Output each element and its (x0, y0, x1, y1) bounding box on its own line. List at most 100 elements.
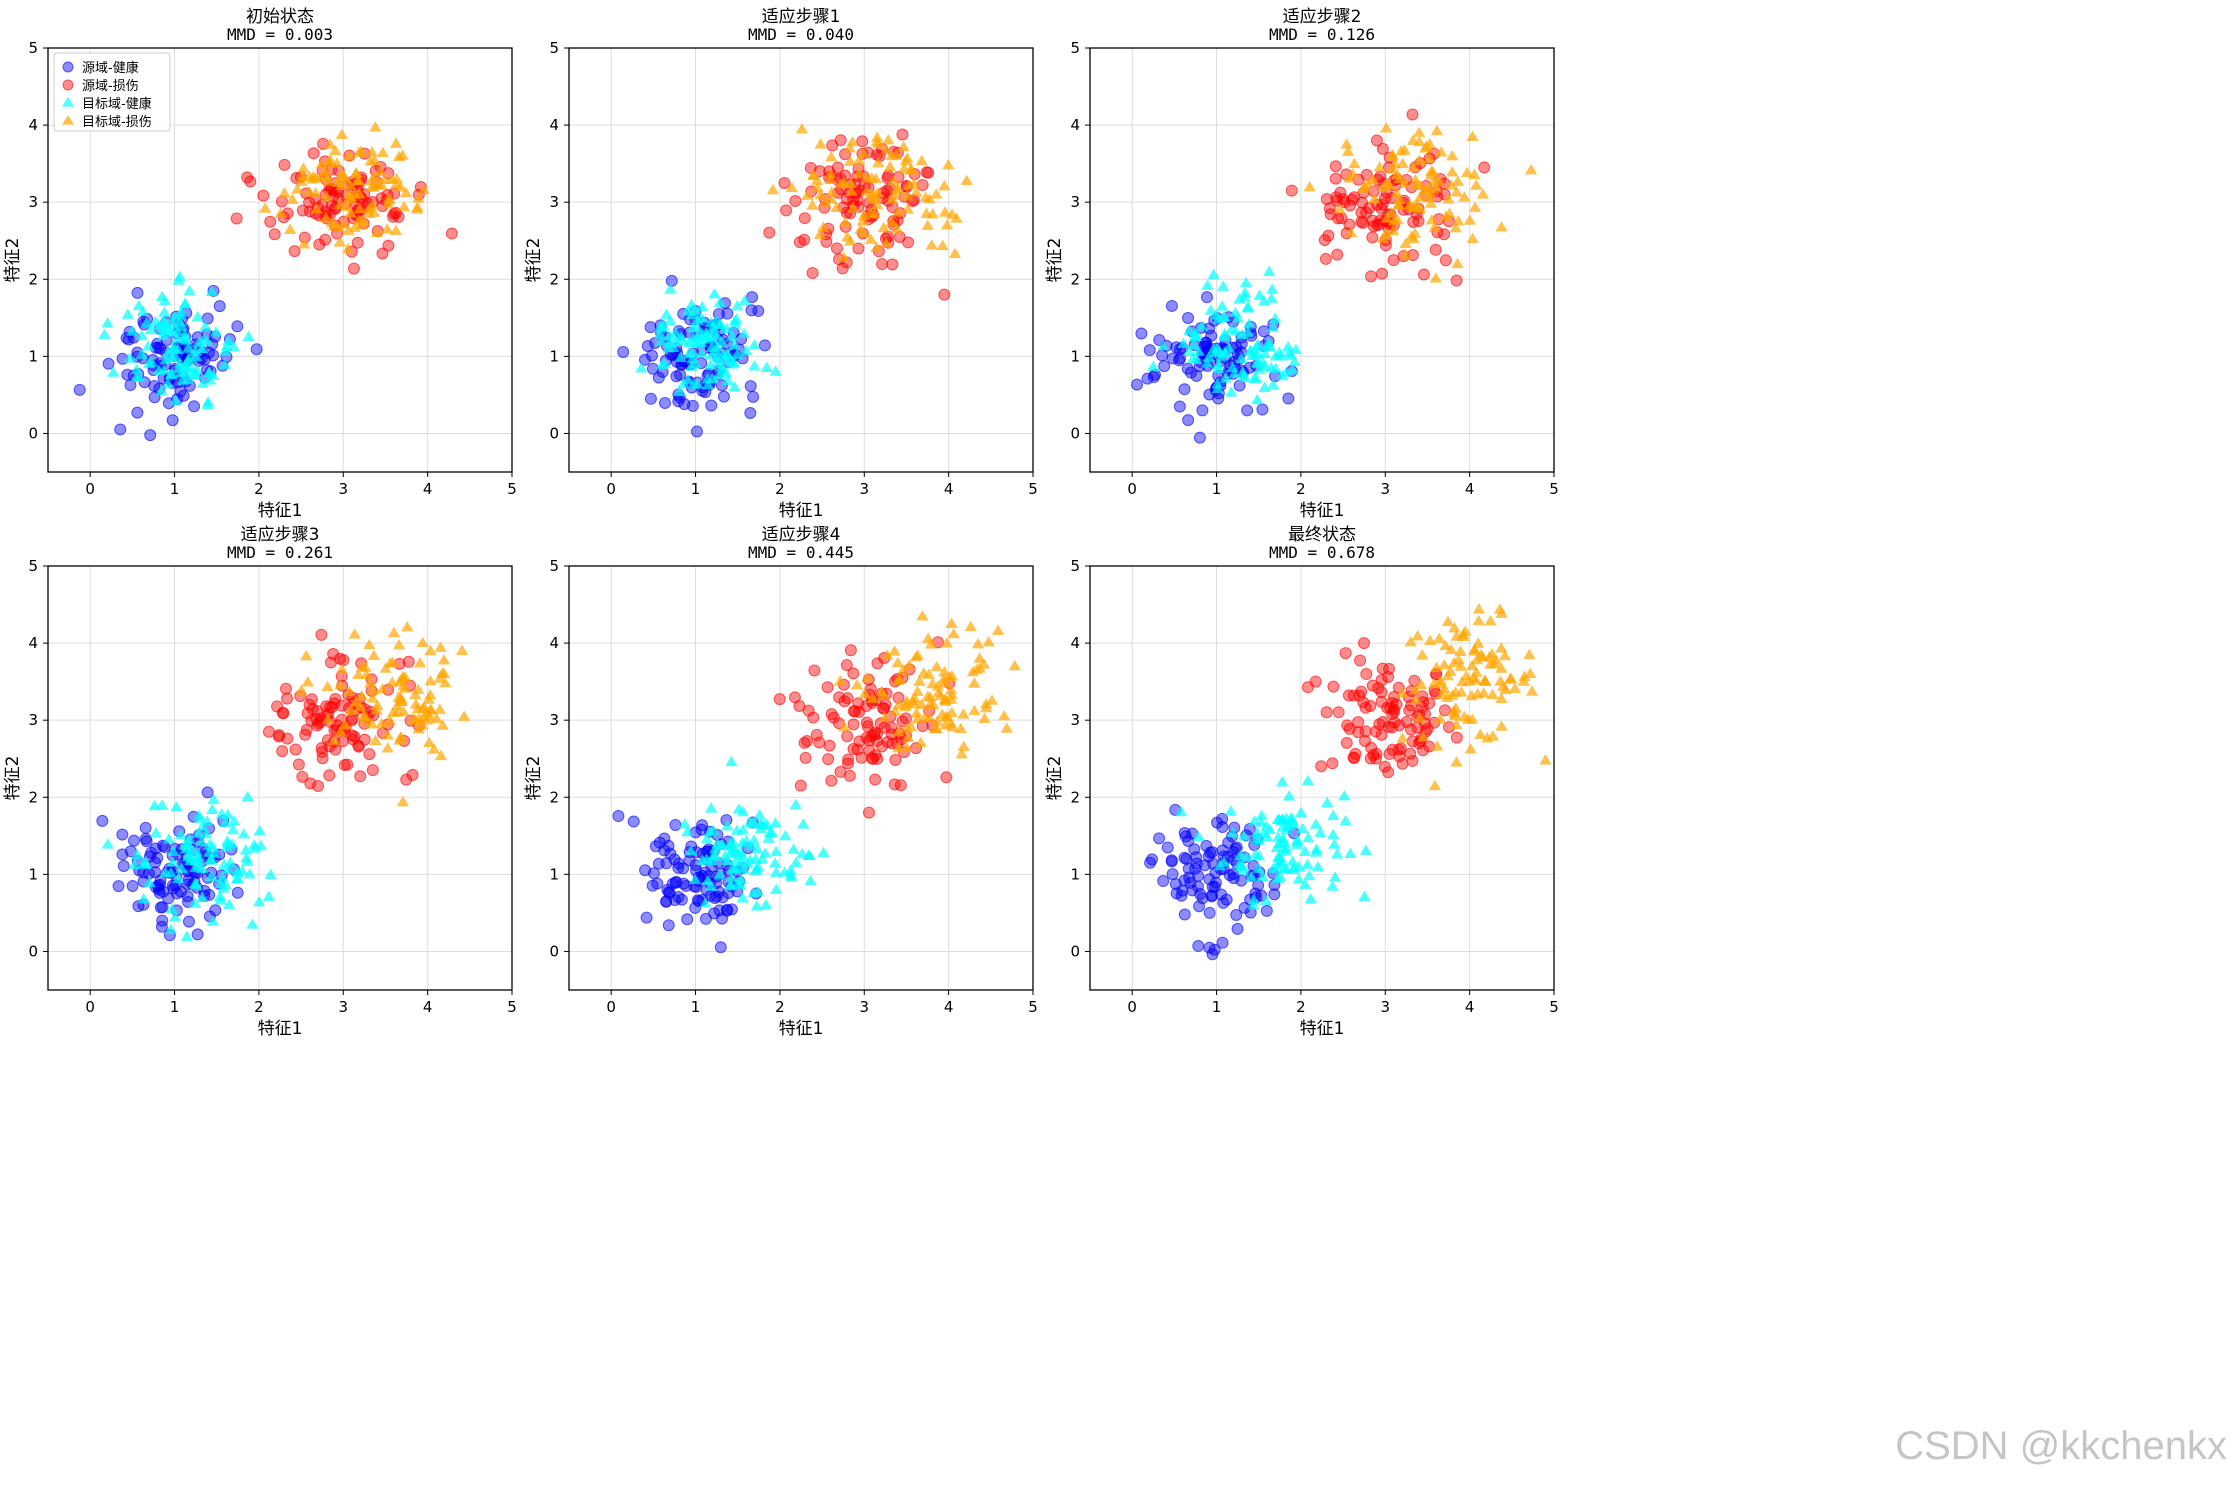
point-目标域-损伤 (853, 167, 866, 178)
subplot-subtitle: MMD = 0.678 (1269, 543, 1375, 562)
point-源域-健康 (668, 893, 681, 906)
point-目标域-健康 (175, 862, 188, 873)
point-源域-损伤 (1347, 689, 1360, 702)
x-tick-label: 5 (1028, 998, 1038, 1016)
point-目标域-健康 (182, 352, 196, 363)
y-tick-label: 1 (1070, 347, 1080, 365)
point-目标域-损伤 (1429, 272, 1442, 283)
y-axis-label: 特征2 (524, 756, 544, 801)
point-目标域-健康 (1309, 818, 1323, 829)
point-目标域-损伤 (300, 649, 313, 661)
point-目标域-损伤 (1498, 649, 1512, 661)
point-目标域-损伤 (1428, 779, 1442, 791)
point-目标域-健康 (1202, 351, 1215, 362)
point-目标域-损伤 (883, 160, 897, 172)
point-源域-损伤 (1376, 267, 1389, 280)
point-源域-健康 (747, 390, 760, 403)
point-目标域-健康 (168, 911, 182, 922)
point-源域-损伤 (847, 718, 860, 731)
point-目标域-健康 (1282, 790, 1296, 801)
point-目标域-健康 (706, 372, 719, 384)
point-目标域-健康 (158, 364, 171, 375)
point-目标域-健康 (1192, 345, 1205, 356)
point-目标域-损伤 (393, 734, 406, 745)
point-目标域-损伤 (1341, 145, 1355, 156)
point-源域-损伤 (896, 128, 909, 141)
point-目标域-损伤 (1495, 720, 1508, 731)
point-目标域-损伤 (319, 212, 333, 223)
point-目标域-健康 (107, 366, 120, 377)
point-目标域-健康 (737, 327, 751, 338)
point-源域-损伤 (869, 773, 882, 786)
point-目标域-损伤 (355, 145, 368, 156)
point-源域-健康 (1178, 383, 1191, 396)
subplot-title: 适应步骤1 (762, 7, 841, 27)
point-目标域-健康 (165, 903, 179, 914)
point-目标域-健康 (1281, 340, 1295, 352)
point-源域-健康 (1260, 904, 1273, 917)
point-源域-损伤 (841, 757, 854, 770)
point-目标域-损伤 (366, 684, 379, 695)
point-目标域-损伤 (911, 685, 924, 696)
point-目标域-损伤 (411, 201, 424, 212)
point-目标域-损伤 (1396, 157, 1409, 169)
plot-frame (1089, 565, 1555, 991)
point-目标域-损伤 (1495, 607, 1508, 618)
point-源域-损伤 (347, 262, 360, 275)
point-目标域-损伤 (1525, 685, 1539, 696)
point-源域-健康 (1182, 311, 1195, 324)
y-tick-label: 2 (1070, 270, 1080, 288)
point-源域-损伤 (277, 707, 290, 720)
point-目标域-损伤 (858, 687, 871, 699)
subplot-title: 最终状态 (1288, 525, 1356, 545)
point-源域-损伤 (834, 134, 847, 147)
point-目标域-损伤 (310, 203, 323, 214)
point-目标域-健康 (144, 323, 158, 335)
point-目标域-损伤 (1449, 221, 1462, 233)
point-目标域-损伤 (814, 188, 827, 200)
point-目标域-健康 (738, 294, 751, 305)
point-目标域-损伤 (376, 682, 389, 694)
point-目标域-损伤 (1518, 670, 1531, 682)
point-目标域-损伤 (1441, 691, 1454, 703)
point-源域-健康 (1135, 327, 1148, 340)
point-源域-健康 (660, 895, 673, 908)
point-源域-健康 (154, 878, 167, 891)
point-目标域-损伤 (1468, 643, 1481, 654)
point-源域-损伤 (847, 743, 860, 756)
point-目标域-健康 (137, 892, 150, 904)
point-源域-损伤 (241, 171, 254, 184)
point-源域-损伤 (861, 720, 874, 733)
point-目标域-健康 (171, 343, 185, 354)
point-源域-损伤 (789, 194, 802, 207)
point-目标域-损伤 (877, 221, 890, 233)
point-源域-损伤 (833, 691, 846, 704)
point-目标域-健康 (753, 808, 766, 820)
x-tick-label: 3 (1380, 998, 1390, 1016)
point-源域-损伤 (1450, 731, 1463, 744)
point-目标域-损伤 (376, 146, 390, 158)
point-目标域-损伤 (1444, 643, 1458, 655)
point-目标域-损伤 (875, 685, 888, 697)
point-源域-损伤 (862, 806, 875, 819)
point-目标域-健康 (1177, 337, 1190, 348)
point-源域-健康 (170, 887, 183, 900)
point-目标域-损伤 (911, 649, 924, 660)
point-目标域-健康 (1215, 300, 1229, 311)
point-目标域-健康 (1229, 325, 1242, 336)
point-目标域-损伤 (1340, 138, 1353, 149)
point-目标域-健康 (1280, 812, 1293, 823)
point-目标域-健康 (715, 839, 729, 851)
point-目标域-健康 (701, 378, 715, 390)
point-源域-健康 (149, 866, 162, 879)
point-目标域-健康 (796, 847, 809, 859)
point-源域-损伤 (1423, 697, 1436, 710)
point-目标域-损伤 (968, 704, 981, 716)
point-目标域-健康 (1204, 304, 1217, 315)
point-目标域-健康 (242, 330, 255, 342)
point-目标域-损伤 (326, 216, 339, 228)
point-目标域-损伤 (1387, 215, 1401, 226)
point-目标域-健康 (673, 385, 686, 397)
y-tick-label: 5 (1070, 39, 1080, 57)
